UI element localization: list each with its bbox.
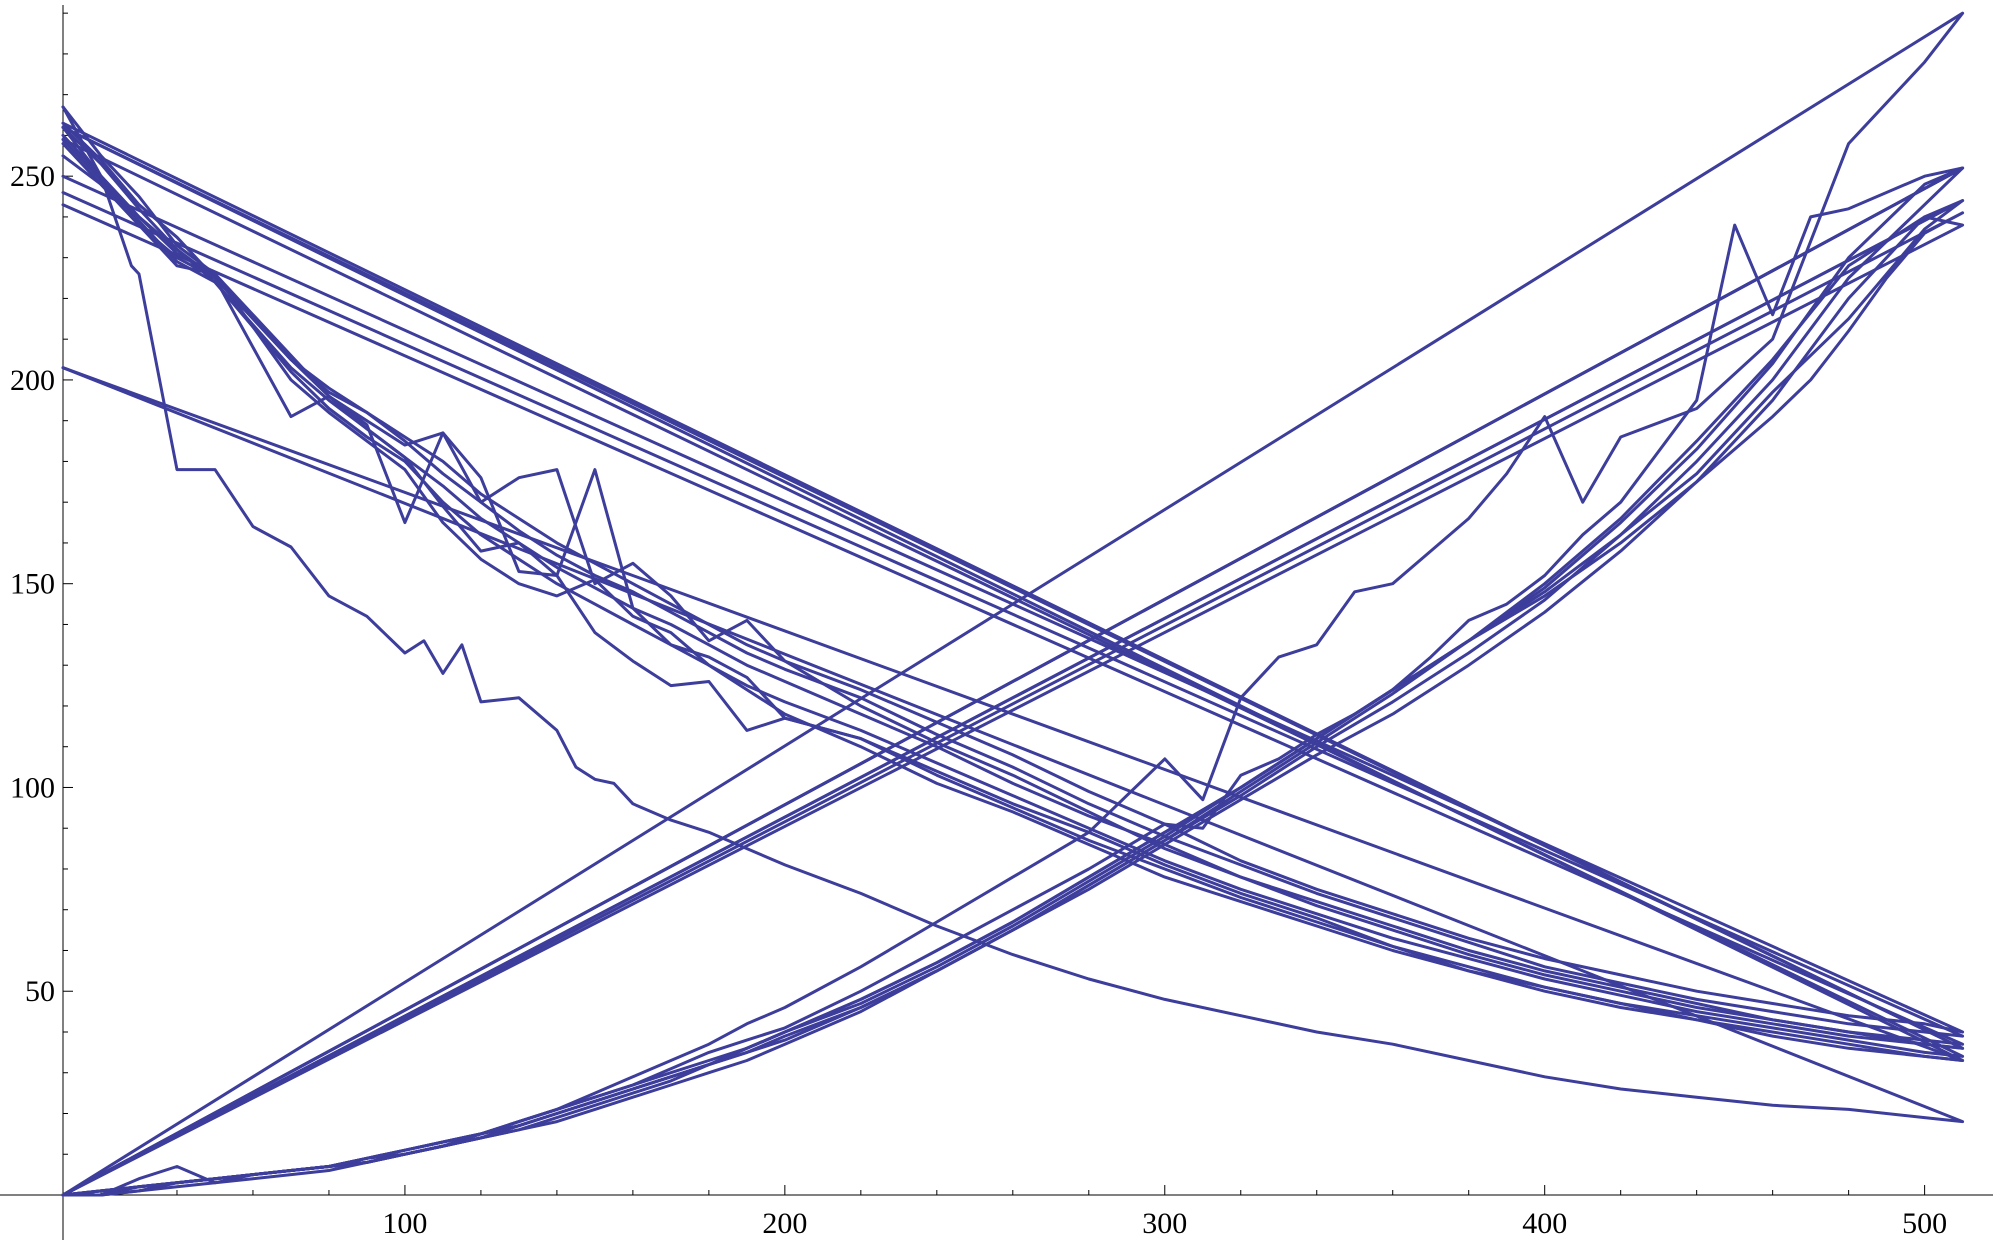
x-tick-label: 300 <box>1142 1207 1187 1240</box>
series-line-17 <box>61 211 1965 1197</box>
x-tick-label: 400 <box>1522 1207 1567 1240</box>
x-tick-label: 100 <box>382 1207 427 1240</box>
series-line-14 <box>61 199 1965 1197</box>
y-tick-label: 200 <box>10 364 55 397</box>
y-tick-label: 100 <box>10 771 55 804</box>
y-tick-label: 50 <box>25 975 55 1008</box>
series-line-8 <box>61 125 1965 1062</box>
axes: 100 200 300 400 500 50 100 150 200 250 <box>0 5 1993 1240</box>
series-line-16 <box>61 11 1965 1197</box>
series-line-1 <box>61 105 1965 1038</box>
series-line-2 <box>61 121 1965 1034</box>
y-tick-label: 250 <box>10 160 55 193</box>
series-line-9 <box>61 105 1965 1124</box>
series-line-5 <box>61 125 1965 1050</box>
series-line-7 <box>61 125 1965 1062</box>
y-tick-label: 150 <box>10 568 55 601</box>
series-line-15 <box>61 166 1965 1197</box>
series-layer <box>61 11 1965 1197</box>
x-tick-label: 500 <box>1902 1207 1947 1240</box>
x-tick-label: 200 <box>762 1207 807 1240</box>
